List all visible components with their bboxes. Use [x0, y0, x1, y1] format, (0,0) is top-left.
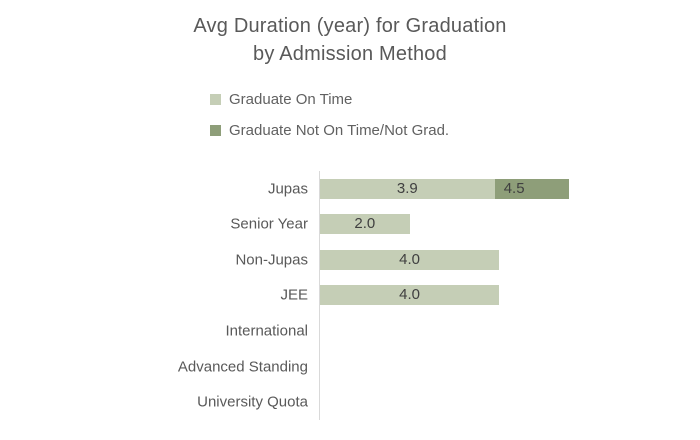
- chart-title-line1: Avg Duration (year) for Graduation: [193, 15, 507, 37]
- chart-title: Avg Duration (year) for Graduation by Ad…: [0, 12, 700, 68]
- chart-row: Advanced Standing: [0, 349, 700, 385]
- bar-value-label: 4.0: [399, 250, 421, 268]
- category-label: Advanced Standing: [177, 358, 308, 376]
- bar-value-label: 3.9: [396, 179, 418, 197]
- chart-row: JEE 4.0: [0, 278, 700, 314]
- legend: Graduate On Time Graduate Not On Time/Not…: [210, 91, 449, 153]
- legend-label: Graduate On Time: [229, 90, 353, 108]
- category-label: Senior Year: [230, 215, 308, 233]
- bar-segment: 4.0: [320, 285, 500, 306]
- category-label: Non-Jupas: [235, 251, 308, 269]
- category-label: Jupas: [267, 180, 308, 198]
- bar-segment: 4.0: [320, 249, 500, 270]
- chart-row: Non-Jupas 4.0: [0, 242, 700, 278]
- bar-segment: 3.9: [320, 178, 495, 199]
- legend-label: Graduate Not On Time/Not Grad.: [229, 121, 450, 139]
- category-label: JEE: [280, 286, 308, 304]
- chart-row: Senior Year 2.0: [0, 207, 700, 243]
- category-label: University Quota: [197, 393, 308, 411]
- chart-row: Jupas 3.9 4.5: [0, 171, 700, 207]
- legend-swatch-icon: [210, 124, 221, 136]
- category-label: International: [225, 322, 308, 340]
- legend-item: Graduate Not On Time/Not Grad.: [210, 121, 450, 139]
- legend-item: Graduate On Time: [210, 90, 449, 108]
- bar-value-label: 4.0: [399, 286, 421, 304]
- bar-segment: 2.0: [320, 214, 410, 235]
- legend-swatch-icon: [210, 93, 221, 105]
- plot-area: Jupas 3.9 4.5 Senior Year 2.0 Non-Jupas 4.0 JEE…: [0, 171, 700, 420]
- y-axis-line: [319, 171, 320, 420]
- bar-value-label: 4.5: [503, 179, 525, 197]
- bar-value-label: 2.0: [354, 215, 376, 233]
- chart-row: International: [0, 313, 700, 349]
- chart-row: University Quota: [0, 384, 700, 420]
- chart-title-line2: by Admission Method: [253, 43, 447, 65]
- bar-segment: 4.5: [494, 178, 569, 199]
